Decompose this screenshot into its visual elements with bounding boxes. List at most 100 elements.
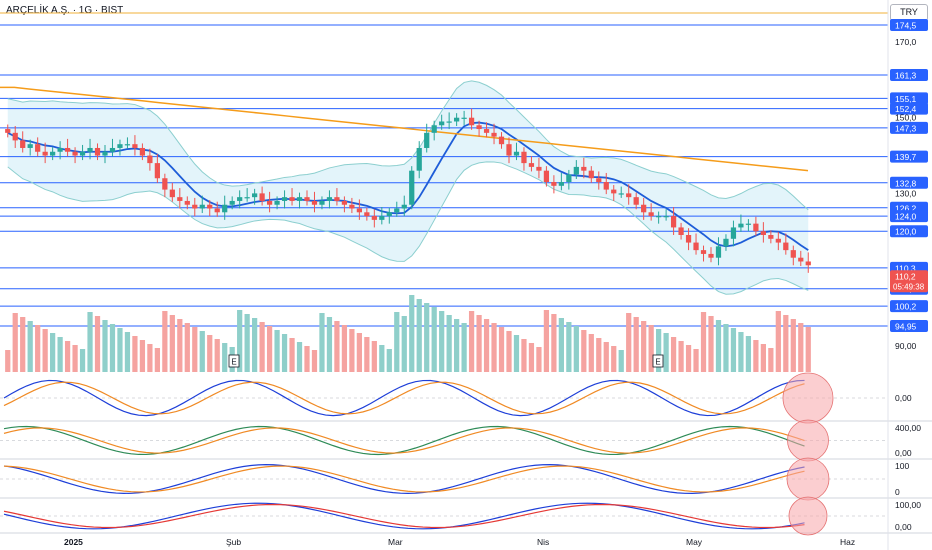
candle-body (5, 129, 11, 133)
candle-body (124, 144, 131, 146)
level-price-label: 174,5 (895, 21, 917, 31)
candle-body (558, 182, 564, 186)
highlight-circle (782, 372, 834, 424)
bollinger-lower (7, 161, 809, 295)
candle-body (326, 197, 333, 201)
level-price-label: 147,3 (895, 123, 917, 133)
stochastic-rsi-line (3, 502, 805, 530)
candle-body (229, 200, 235, 205)
candle-body (266, 200, 273, 205)
candle-body (94, 147, 101, 156)
volume-bar (730, 328, 737, 372)
candle-body (805, 261, 811, 266)
volume-bar (109, 324, 116, 372)
candle-body (611, 189, 617, 194)
candle-body (439, 121, 445, 126)
volume-bar (169, 315, 175, 372)
volume-bar (274, 330, 280, 372)
volume-bar (439, 311, 445, 372)
candle-body (424, 132, 430, 148)
candle-body (12, 132, 18, 141)
moving-average-200 (0, 86, 809, 172)
highlight-circle (788, 496, 828, 536)
candle-body (109, 147, 116, 152)
volume-bar (341, 325, 348, 372)
level-price-label: 161,3 (895, 70, 917, 80)
level-price-label: 139,7 (895, 152, 917, 162)
level-price-label: 120,0 (895, 227, 917, 237)
volume-bar (431, 307, 437, 372)
time-axis-label: 2025 (64, 537, 83, 547)
candle-body (386, 212, 392, 217)
macd-axis-label: 0,00 (895, 393, 912, 403)
candle-body (199, 204, 205, 209)
candle-body (401, 204, 407, 209)
volume-bar (581, 330, 587, 372)
level-price-tag (890, 320, 928, 332)
volume-bar (132, 336, 138, 372)
event-marker (652, 354, 664, 368)
candle-body (289, 197, 295, 201)
volume-bar (611, 346, 617, 372)
level-price-label: 124,0 (895, 212, 917, 222)
volume-bar (184, 323, 190, 372)
candle-body (648, 212, 654, 217)
volume-bar (558, 318, 564, 372)
candle-body (626, 193, 632, 198)
volume-bar (424, 303, 430, 372)
level-price-label: 94,95 (895, 322, 917, 332)
volume-bar (626, 313, 632, 372)
candle-body (618, 193, 624, 195)
candle-body (528, 163, 535, 167)
volume-bar (72, 345, 78, 372)
candle-body (184, 200, 190, 205)
candle-body (252, 193, 258, 198)
candle-body (341, 200, 348, 205)
volume-bar (94, 316, 101, 372)
candle-body (304, 197, 310, 201)
candle-body (566, 174, 572, 183)
event-marker-label: E (655, 358, 660, 367)
candle-body (409, 170, 415, 205)
volume-bar (252, 318, 258, 372)
cci-axis-label: 400,00 (895, 423, 921, 433)
volume-bar (296, 342, 303, 372)
volume-bar (536, 347, 542, 372)
volume-bar (20, 317, 26, 372)
volume-bar (708, 316, 714, 372)
volume-bar (491, 323, 497, 372)
bollinger-upper (7, 80, 809, 211)
volume-bar (738, 332, 744, 372)
candle-body (79, 151, 86, 156)
price-axis-label: 150,0 (895, 113, 917, 123)
candle-body (207, 204, 213, 209)
volume-bar (603, 342, 609, 372)
candle-body (745, 223, 752, 225)
volume-bar (311, 350, 318, 372)
candle-body (551, 182, 557, 186)
level-price-tag (890, 225, 928, 238)
volume-bar (154, 348, 160, 372)
candle-body (738, 223, 744, 228)
volume-bar (237, 310, 243, 372)
volume-bar (12, 313, 18, 372)
candle-body (768, 235, 774, 239)
candle-body (20, 140, 26, 148)
volume-bar (790, 319, 796, 372)
volume-bar (409, 295, 415, 372)
volume-bar (87, 312, 93, 372)
candle-body (498, 136, 505, 145)
volume-bar (573, 326, 579, 372)
volume-bar (401, 316, 407, 372)
volume-bar (783, 315, 789, 372)
candle-body (700, 250, 707, 254)
highlight-circle (787, 419, 829, 462)
candle-body (416, 147, 422, 171)
currency-button[interactable]: TRY (890, 4, 928, 21)
level-price-label: 126,2 (895, 203, 917, 213)
volume-bar (506, 331, 512, 372)
candle-body (521, 151, 527, 164)
stochastic-signal (3, 465, 805, 493)
volume-bar (386, 349, 392, 372)
